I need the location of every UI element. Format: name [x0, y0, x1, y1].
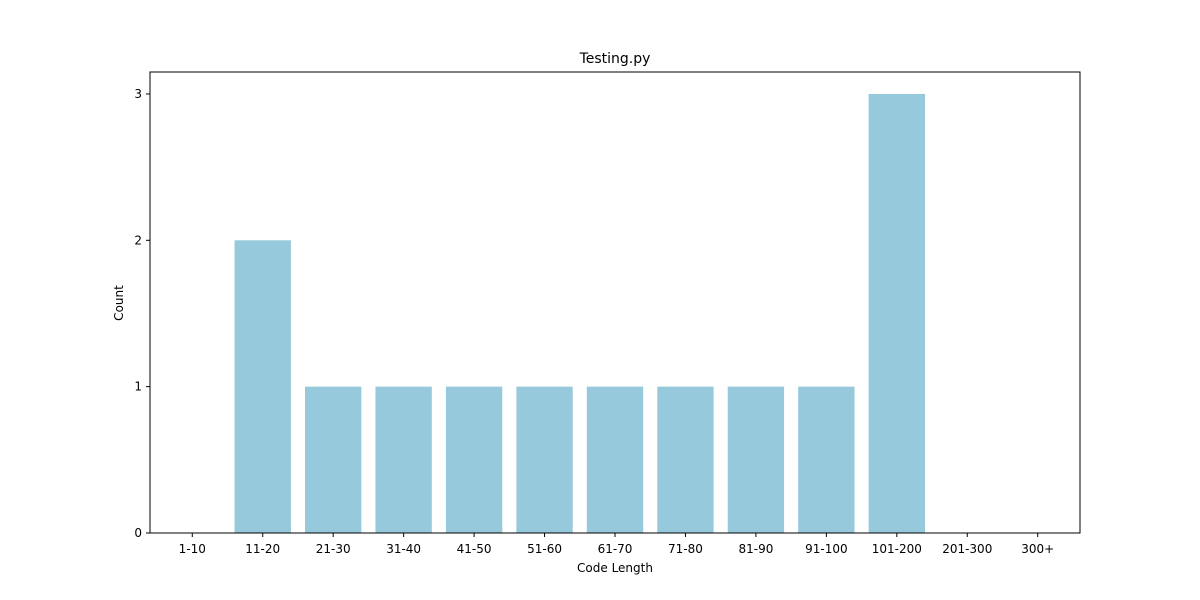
x-axis-ticks: 1-10 11-20 21-30 31-40 41-50 51-60 61-70 71-80 8…: [179, 533, 1054, 556]
chart-title: Testing.py: [579, 51, 651, 67]
x-tick-label: 21-30: [316, 542, 351, 556]
bar-101-200: [868, 93, 925, 533]
bars-layer: [234, 93, 925, 534]
x-tick-label: 11-20: [245, 542, 280, 556]
bar-11-20: [234, 240, 291, 534]
y-axis-ticks: 0 1 2 3: [134, 87, 150, 540]
y-tick-label: 2: [134, 233, 142, 247]
bar-71-80: [657, 386, 714, 533]
y-tick-label: 1: [134, 380, 142, 394]
x-tick-label: 41-50: [457, 542, 492, 556]
x-tick-label: 101-200: [872, 542, 922, 556]
bar-81-90: [727, 386, 785, 533]
x-axis-label: Code Length: [577, 561, 653, 575]
y-axis-label: Count: [112, 285, 126, 321]
x-tick-label: 300+: [1021, 542, 1054, 556]
x-tick-label: 61-70: [598, 542, 633, 556]
bar-91-100: [798, 386, 855, 533]
bar-31-40: [375, 386, 432, 533]
x-tick-label: 81-90: [738, 542, 773, 556]
x-tick-label: 31-40: [386, 542, 421, 556]
bar-61-70: [586, 386, 644, 533]
x-tick-label: 51-60: [527, 542, 562, 556]
y-tick-label: 3: [134, 87, 142, 101]
x-tick-label: 1-10: [179, 542, 206, 556]
y-tick-label: 0: [134, 526, 142, 540]
bar-21-30: [305, 386, 362, 533]
bar-41-50: [445, 386, 503, 533]
x-tick-label: 91-100: [805, 542, 848, 556]
x-tick-label: 201-300: [942, 542, 992, 556]
x-tick-label: 71-80: [668, 542, 703, 556]
bar-51-60: [516, 386, 573, 533]
plot-area-frame: [149, 71, 1081, 534]
